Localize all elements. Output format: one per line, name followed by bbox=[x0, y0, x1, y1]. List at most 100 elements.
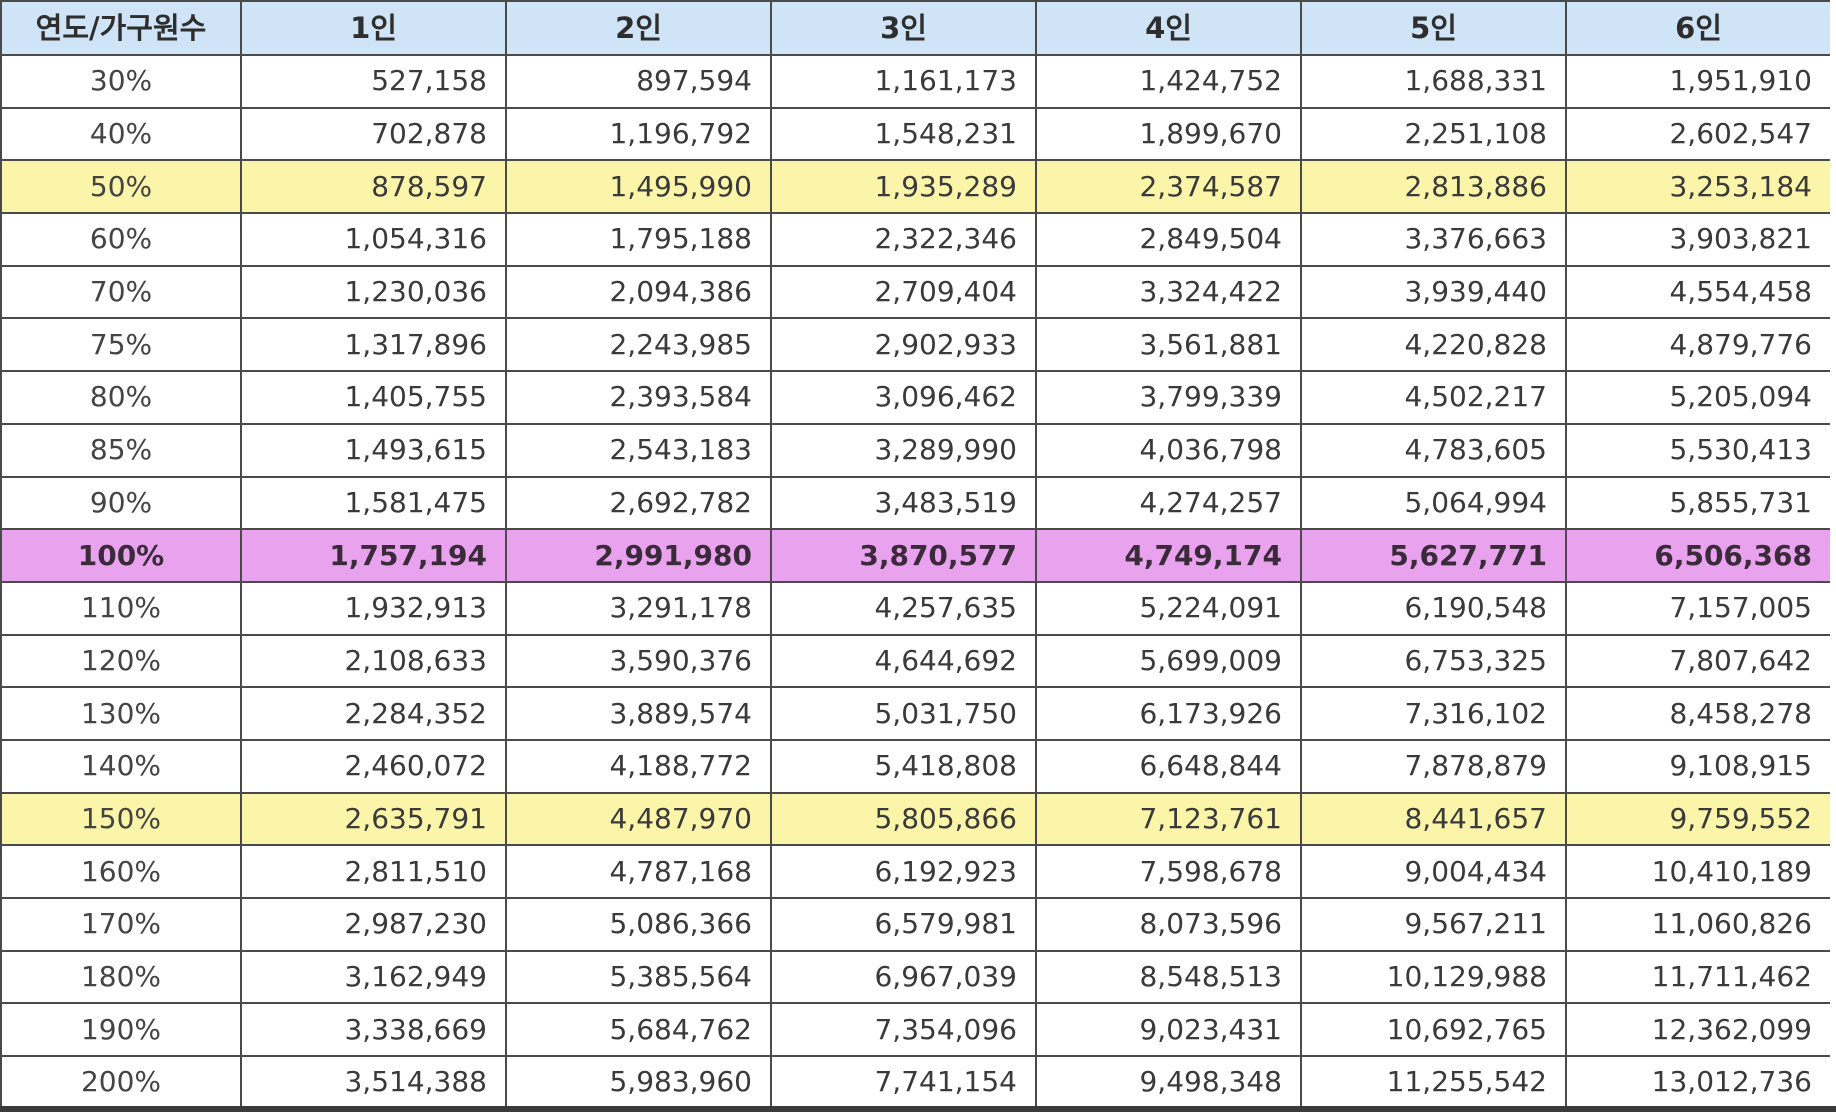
value-cell-1-person: 1,405,755 bbox=[240, 370, 507, 425]
row-percent-label: 70% bbox=[0, 264, 242, 320]
table-row: 80% 1,405,755 2,393,584 3,096,462 3,799,339 4… bbox=[0, 370, 1832, 425]
value-cell-6-person: 10,410,189 bbox=[1565, 844, 1832, 899]
value-cell-6-person: 3,253,184 bbox=[1565, 159, 1832, 215]
value-cell-4-person: 6,173,926 bbox=[1035, 686, 1302, 741]
value-cell-1-person: 2,987,230 bbox=[240, 897, 507, 952]
value-cell-4-person: 2,374,587 bbox=[1035, 159, 1302, 215]
value-cell-3-person: 3,483,519 bbox=[770, 475, 1037, 531]
table-row: 85% 1,493,615 2,543,183 3,289,990 4,036,798 4… bbox=[0, 422, 1832, 478]
table-row: 160% 2,811,510 4,787,168 6,192,923 7,598,678… bbox=[0, 844, 1832, 899]
value-cell-1-person: 1,230,036 bbox=[240, 264, 507, 320]
table-body: 30% 527,158 897,594 1,161,173 1,424,752 1,688… bbox=[0, 54, 1832, 1110]
value-cell-5-person: 3,376,663 bbox=[1300, 212, 1567, 267]
value-cell-2-person: 5,086,366 bbox=[505, 897, 772, 952]
value-cell-5-person: 6,753,325 bbox=[1300, 633, 1567, 689]
row-percent-label: 40% bbox=[0, 106, 242, 162]
value-cell-5-person: 9,567,211 bbox=[1300, 897, 1567, 952]
table-row: 75% 1,317,896 2,243,985 2,902,933 3,561,881 4… bbox=[0, 317, 1832, 373]
value-cell-6-person: 2,602,547 bbox=[1565, 106, 1832, 162]
value-cell-3-person: 3,289,990 bbox=[770, 422, 1037, 478]
value-cell-1-person: 3,162,949 bbox=[240, 949, 507, 1005]
value-cell-1-person: 1,054,316 bbox=[240, 212, 507, 267]
value-cell-6-person: 5,855,731 bbox=[1565, 475, 1832, 531]
value-cell-2-person: 2,991,980 bbox=[505, 528, 772, 583]
value-cell-1-person: 3,514,388 bbox=[240, 1055, 507, 1110]
value-cell-6-person: 11,060,826 bbox=[1565, 897, 1832, 952]
value-cell-6-person: 7,807,642 bbox=[1565, 633, 1832, 689]
value-cell-6-person: 5,530,413 bbox=[1565, 422, 1832, 478]
header-cell-5-person: 5인 bbox=[1300, 0, 1567, 56]
row-percent-label: 190% bbox=[0, 1002, 242, 1058]
table-row: 140% 2,460,072 4,188,772 5,418,808 6,648,844… bbox=[0, 738, 1832, 794]
value-cell-3-person: 5,805,866 bbox=[770, 791, 1037, 847]
value-cell-1-person: 2,460,072 bbox=[240, 738, 507, 794]
row-percent-label: 180% bbox=[0, 949, 242, 1005]
value-cell-2-person: 3,889,574 bbox=[505, 686, 772, 741]
value-cell-3-person: 6,192,923 bbox=[770, 844, 1037, 899]
value-cell-6-person: 8,458,278 bbox=[1565, 686, 1832, 741]
value-cell-5-person: 9,004,434 bbox=[1300, 844, 1567, 899]
value-cell-6-person: 11,711,462 bbox=[1565, 949, 1832, 1005]
value-cell-2-person: 1,495,990 bbox=[505, 159, 772, 215]
value-cell-3-person: 5,031,750 bbox=[770, 686, 1037, 741]
value-cell-1-person: 2,284,352 bbox=[240, 686, 507, 741]
value-cell-6-person: 1,951,910 bbox=[1565, 54, 1832, 109]
value-cell-3-person: 1,935,289 bbox=[770, 159, 1037, 215]
value-cell-3-person: 6,967,039 bbox=[770, 949, 1037, 1005]
value-cell-4-person: 8,548,513 bbox=[1035, 949, 1302, 1005]
row-percent-label: 120% bbox=[0, 633, 242, 689]
row-percent-label: 80% bbox=[0, 370, 242, 425]
value-cell-2-person: 4,188,772 bbox=[505, 738, 772, 794]
value-cell-4-person: 8,073,596 bbox=[1035, 897, 1302, 952]
value-cell-2-person: 5,983,960 bbox=[505, 1055, 772, 1110]
value-cell-5-person: 8,441,657 bbox=[1300, 791, 1567, 847]
value-cell-6-person: 5,205,094 bbox=[1565, 370, 1832, 425]
bottom-border bbox=[0, 1106, 1836, 1112]
value-cell-2-person: 3,590,376 bbox=[505, 633, 772, 689]
header-cell-6-person: 6인 bbox=[1565, 0, 1832, 56]
value-cell-5-person: 11,255,542 bbox=[1300, 1055, 1567, 1110]
value-cell-5-person: 3,939,440 bbox=[1300, 264, 1567, 320]
value-cell-5-person: 10,129,988 bbox=[1300, 949, 1567, 1005]
value-cell-5-person: 2,813,886 bbox=[1300, 159, 1567, 215]
value-cell-6-person: 13,012,736 bbox=[1565, 1055, 1832, 1110]
value-cell-5-person: 4,502,217 bbox=[1300, 370, 1567, 425]
value-cell-5-person: 7,316,102 bbox=[1300, 686, 1567, 741]
value-cell-3-person: 6,579,981 bbox=[770, 897, 1037, 952]
value-cell-2-person: 4,487,970 bbox=[505, 791, 772, 847]
table-row: 60% 1,054,316 1,795,188 2,322,346 2,849,504 3… bbox=[0, 212, 1832, 267]
value-cell-6-person: 7,157,005 bbox=[1565, 580, 1832, 636]
row-percent-label: 130% bbox=[0, 686, 242, 741]
value-cell-2-person: 2,094,386 bbox=[505, 264, 772, 320]
row-percent-label: 90% bbox=[0, 475, 242, 531]
table-row: 180% 3,162,949 5,385,564 6,967,039 8,548,513… bbox=[0, 949, 1832, 1005]
value-cell-4-person: 4,749,174 bbox=[1035, 528, 1302, 583]
value-cell-4-person: 2,849,504 bbox=[1035, 212, 1302, 267]
row-percent-label: 50% bbox=[0, 159, 242, 215]
header-row: 연도/가구원수 1인 2인 3인 4인 5인 6인 bbox=[0, 0, 1832, 56]
value-cell-2-person: 4,787,168 bbox=[505, 844, 772, 899]
value-cell-4-person: 3,324,422 bbox=[1035, 264, 1302, 320]
value-cell-4-person: 7,598,678 bbox=[1035, 844, 1302, 899]
header-cell-1-person: 1인 bbox=[240, 0, 507, 56]
table-row: 150% 2,635,791 4,487,970 5,805,866 7,123,761… bbox=[0, 791, 1832, 847]
value-cell-1-person: 702,878 bbox=[240, 106, 507, 162]
value-cell-4-person: 9,023,431 bbox=[1035, 1002, 1302, 1058]
value-cell-4-person: 5,224,091 bbox=[1035, 580, 1302, 636]
value-cell-6-person: 9,759,552 bbox=[1565, 791, 1832, 847]
value-cell-3-person: 3,870,577 bbox=[770, 528, 1037, 583]
table-row: 110% 1,932,913 3,291,178 4,257,635 5,224,091… bbox=[0, 580, 1832, 636]
table-row: 170% 2,987,230 5,086,366 6,579,981 8,073,596… bbox=[0, 897, 1832, 952]
value-cell-5-person: 10,692,765 bbox=[1300, 1002, 1567, 1058]
table-row: 130% 2,284,352 3,889,574 5,031,750 6,173,926… bbox=[0, 686, 1832, 741]
header-cell-3-person: 3인 bbox=[770, 0, 1037, 56]
value-cell-2-person: 897,594 bbox=[505, 54, 772, 109]
table-row: 30% 527,158 897,594 1,161,173 1,424,752 1,688… bbox=[0, 54, 1832, 109]
value-cell-1-person: 2,635,791 bbox=[240, 791, 507, 847]
row-percent-label: 75% bbox=[0, 317, 242, 373]
value-cell-6-person: 3,903,821 bbox=[1565, 212, 1832, 267]
header-cell-2-person: 2인 bbox=[505, 0, 772, 56]
value-cell-2-person: 2,393,584 bbox=[505, 370, 772, 425]
value-cell-4-person: 1,899,670 bbox=[1035, 106, 1302, 162]
